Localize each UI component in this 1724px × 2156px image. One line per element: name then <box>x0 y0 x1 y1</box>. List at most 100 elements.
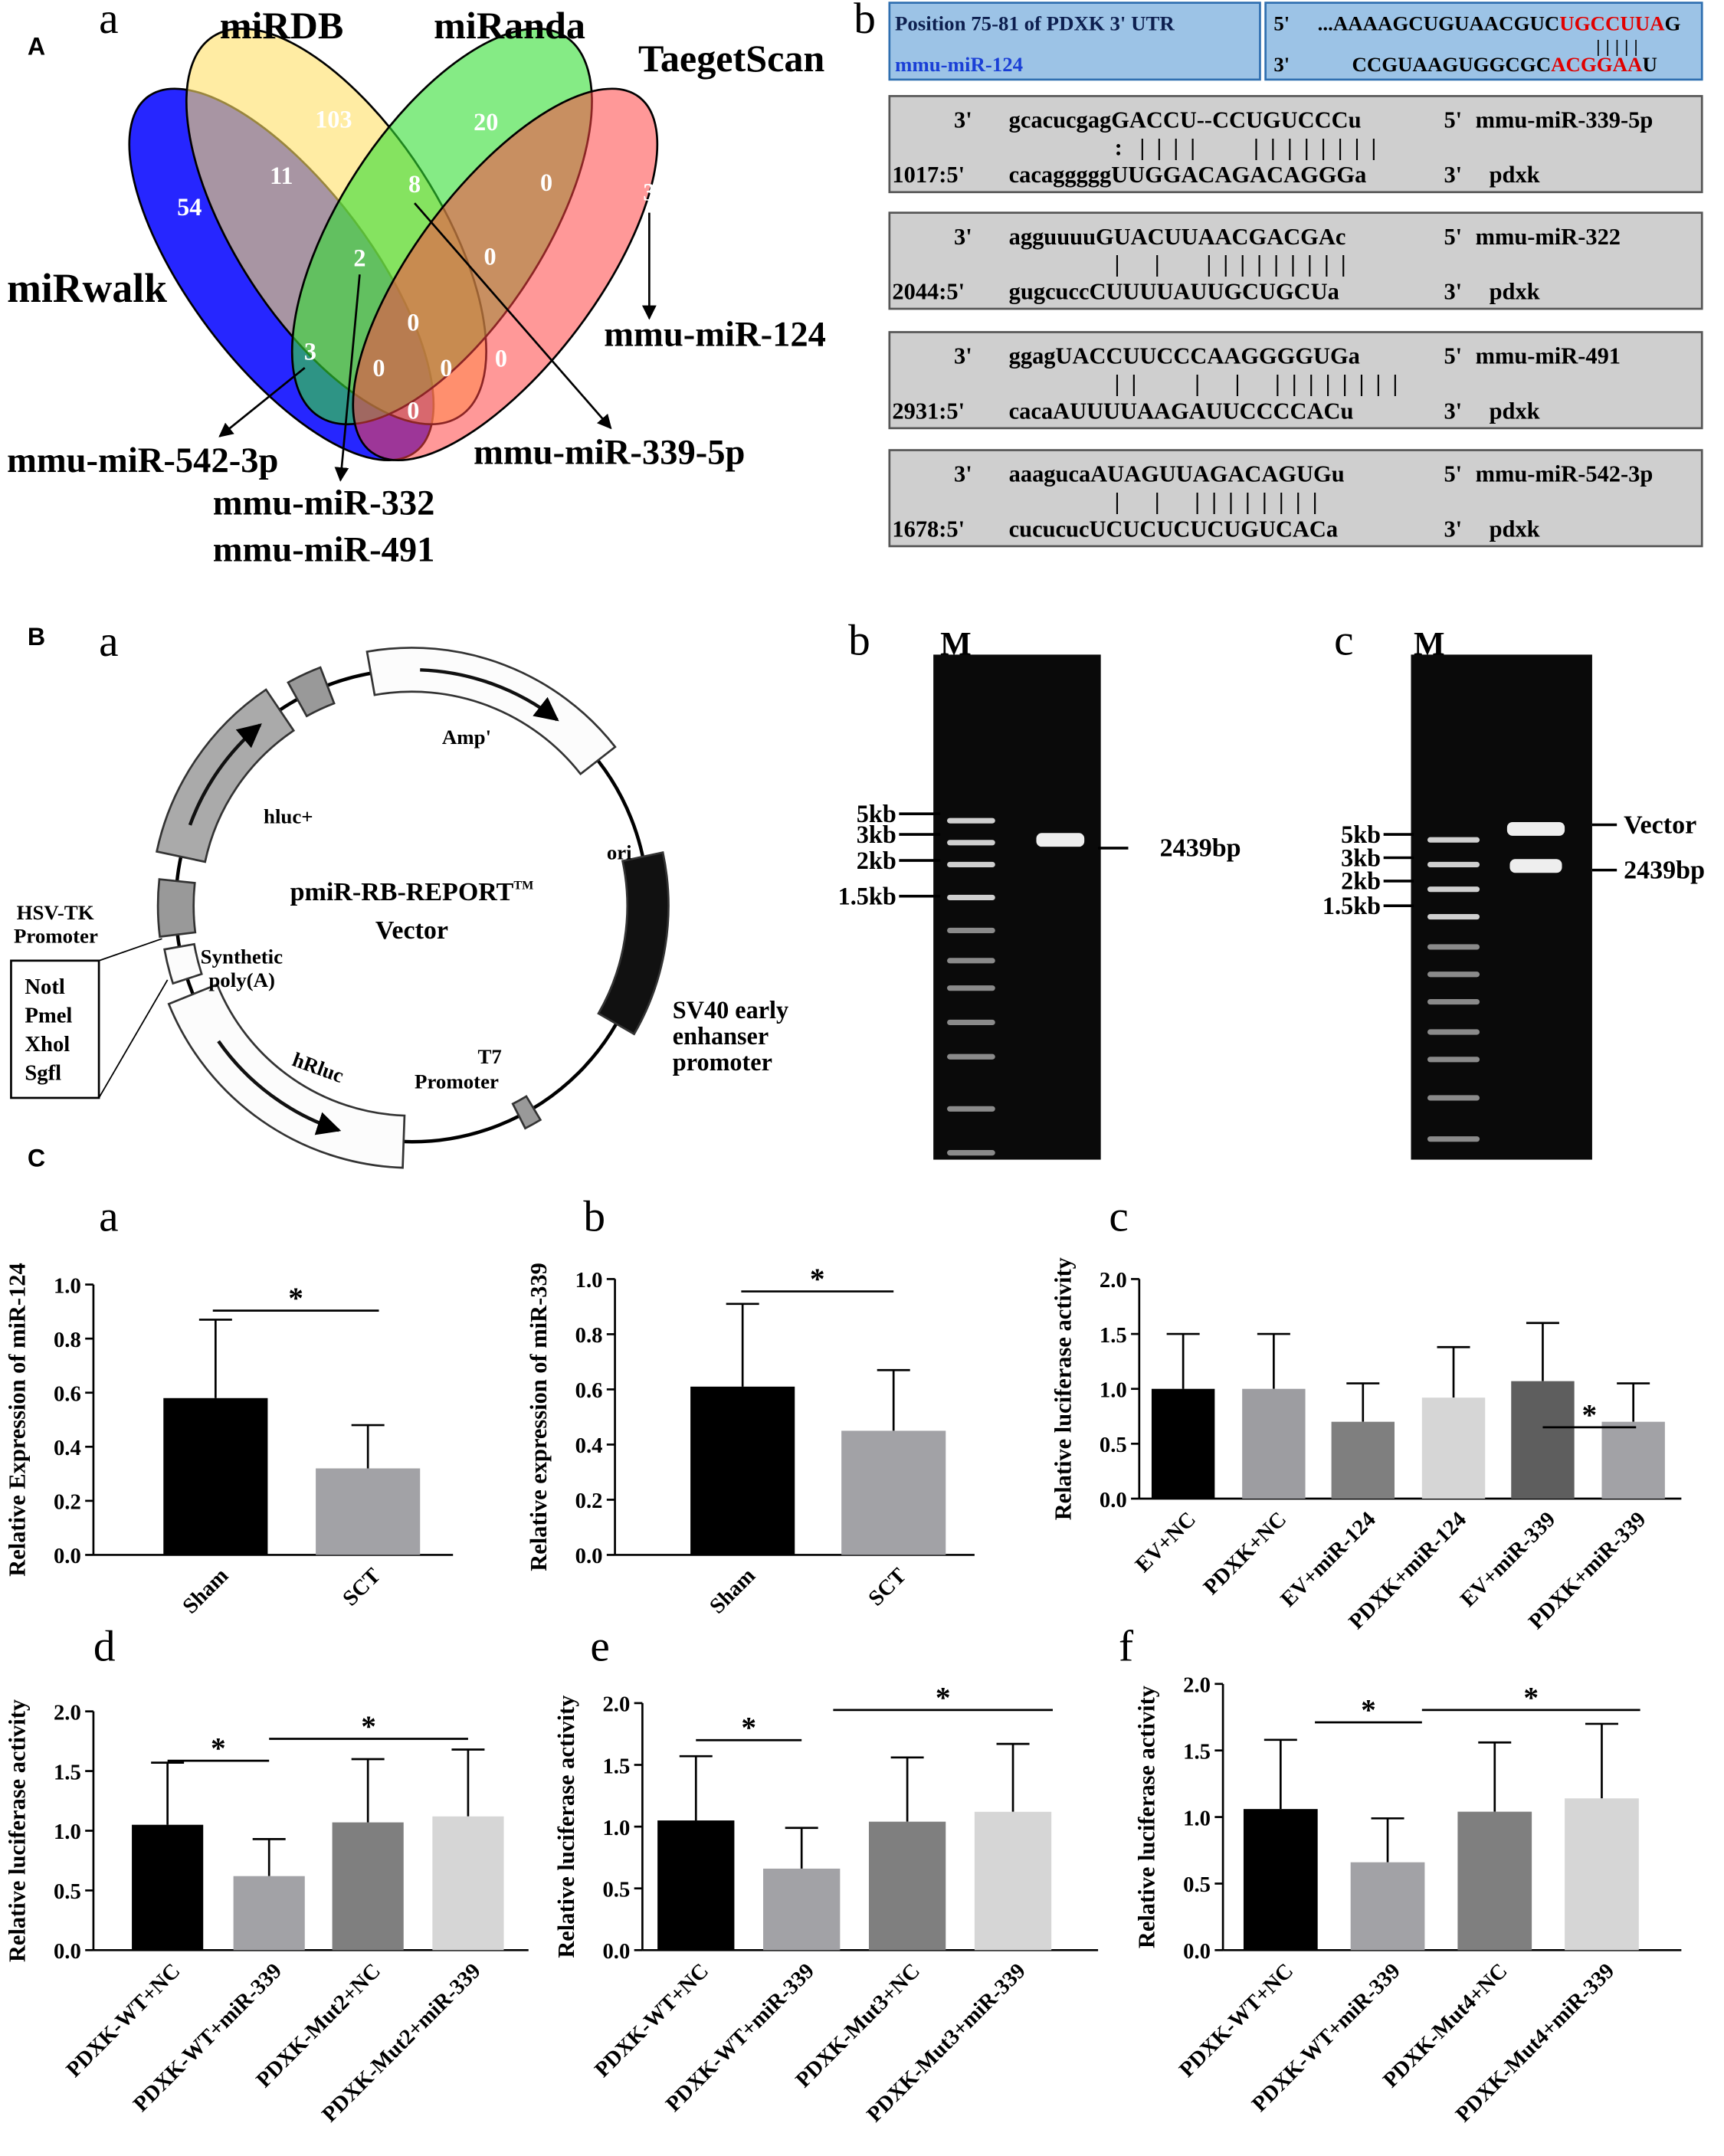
significance-label: * <box>211 1732 226 1765</box>
band-label: 2439bp <box>1160 834 1241 863</box>
marker-label: 5kb <box>1341 821 1381 848</box>
venn-set-label: miRanda <box>434 4 585 47</box>
x-tick-label: Sham <box>178 1563 233 1618</box>
bar <box>1243 1809 1318 1951</box>
site-label: Notl <box>25 975 65 999</box>
site-label: 2044:5' <box>892 278 965 304</box>
callout-label: mmu-miR-339-5p <box>474 433 745 472</box>
band-label: 2439bp <box>1624 856 1705 884</box>
feature-label: enhanser <box>673 1022 769 1050</box>
pairing: ||||| <box>1596 37 1643 57</box>
box <box>888 2 1261 81</box>
panel-label: e <box>590 1622 609 1670</box>
end-label: 3' <box>1444 516 1462 542</box>
site-label: Position 75-81 of PDXK 3' UTR <box>895 11 1175 34</box>
y-tick-label: 0.8 <box>54 1328 81 1352</box>
box <box>1264 2 1703 81</box>
panel-label: B <box>28 623 45 650</box>
lane-label: M <box>940 626 972 662</box>
y-tick-label: 1.0 <box>1100 1378 1127 1402</box>
mirna-label: mmu-miR-322 <box>1476 224 1621 250</box>
callout-label: mmu-miR-124 <box>604 315 826 354</box>
utr-sequence: ...AAAAGCUGUAACGUCUGCCUUAG <box>1318 11 1681 34</box>
feature <box>511 1095 542 1130</box>
y-tick-label: 0.5 <box>1100 1433 1127 1457</box>
y-tick-label: 2.0 <box>1100 1268 1127 1293</box>
box <box>888 211 1703 310</box>
marker-label: 1.5kb <box>1322 892 1381 919</box>
marker-label: 3kb <box>857 821 896 848</box>
site-box <box>10 959 100 1099</box>
end-label: 3' <box>954 343 972 369</box>
y-tick-label: 1.0 <box>54 1820 81 1844</box>
alignments: Position 75-81 of PDXK 3' UTR mmu-miR-12… <box>888 2 1703 548</box>
site-label: 1678:5' <box>892 516 965 542</box>
y-tick-label: 1.5 <box>1183 1739 1211 1764</box>
sample-band <box>1506 821 1565 836</box>
feature-label: poly(A) <box>208 968 275 991</box>
vector-name: pmiR-RB-REPORTTM <box>290 878 534 906</box>
site-label: 1017:5' <box>892 162 965 188</box>
utr-sequence: cucucucUCUCUCUCUGUCACa <box>1009 516 1338 542</box>
sample-band <box>1509 859 1562 873</box>
name: pmiR-RB-REPORT <box>290 878 514 906</box>
marker-label: 5kb <box>857 800 896 827</box>
seq: CCGUAAGUGGCGC <box>1352 53 1551 76</box>
significance-label: * <box>936 1680 951 1714</box>
venn-set-label: miRwalk <box>7 265 167 311</box>
gel <box>1411 654 1592 1160</box>
ladder-band <box>1427 972 1480 978</box>
ladder-band <box>1427 837 1480 843</box>
pairing: | | | | | | | | | | <box>1115 489 1318 515</box>
y-tick-label: 0.0 <box>575 1544 603 1568</box>
callout-arrow <box>334 274 361 482</box>
end-label: 5' <box>1273 11 1290 34</box>
callout-arrow <box>218 367 306 437</box>
x-tick-label: SCT <box>338 1563 385 1610</box>
y-tick-label: 0.6 <box>575 1378 603 1403</box>
y-tick-label: 2.0 <box>602 1692 630 1717</box>
ladder-band <box>1427 944 1480 950</box>
ladder-band <box>947 840 995 846</box>
bar <box>763 1868 841 1951</box>
y-tick-label: 1.0 <box>54 1273 81 1298</box>
callout-label: mmu-miR-332 <box>213 484 435 523</box>
venn-count: 0 <box>484 243 497 270</box>
plasmid-map: Amp' ori hluc+ pmiR-RB-REPORTTM Vector H… <box>10 647 788 1169</box>
end-label: 3' <box>954 461 972 487</box>
lane-label: M <box>1414 626 1445 662</box>
ladder-band <box>947 985 995 991</box>
end-label: 3' <box>954 224 972 250</box>
gel <box>933 654 1101 1160</box>
mirna-sequence: CCGUAAGUGGCGCACGGAAU <box>1352 53 1657 76</box>
bar <box>868 1821 946 1951</box>
ladder-band <box>947 861 995 868</box>
feature-arrow <box>217 1040 342 1135</box>
ladder-band <box>1427 1057 1480 1063</box>
end-label: 3' <box>1444 278 1462 304</box>
vector-name: Vector <box>375 916 448 945</box>
bar <box>233 1876 305 1951</box>
seq: G <box>1665 11 1681 34</box>
x-tick-label: EV+NC <box>1130 1507 1201 1578</box>
y-tick-label: 1.5 <box>54 1760 81 1784</box>
end-label: 5' <box>1444 343 1462 369</box>
end-label: 3' <box>1273 53 1290 76</box>
venn-count: 0 <box>440 354 452 382</box>
x-tick-label: PDXK+NC <box>1198 1507 1291 1600</box>
bar <box>332 1822 404 1951</box>
mirna-sequence: aaagucaAUAGUUAGACAGUGu <box>1009 461 1345 487</box>
feature-label: SV40 early <box>673 996 788 1024</box>
y-tick-label: 1.5 <box>602 1754 630 1778</box>
feature <box>365 647 617 776</box>
ladder-band <box>947 1053 995 1060</box>
y-tick-label: 1.0 <box>602 1816 630 1840</box>
callout-arrow <box>414 202 612 430</box>
y-tick-label: 0.0 <box>54 1939 81 1964</box>
y-tick-label: 0.5 <box>602 1877 630 1902</box>
ladder-band <box>1427 861 1480 868</box>
end-label: 3' <box>954 107 972 133</box>
bar <box>1151 1388 1215 1499</box>
utr-sequence: gugcuccCUUUUAUUGCUGCUa <box>1009 278 1339 304</box>
